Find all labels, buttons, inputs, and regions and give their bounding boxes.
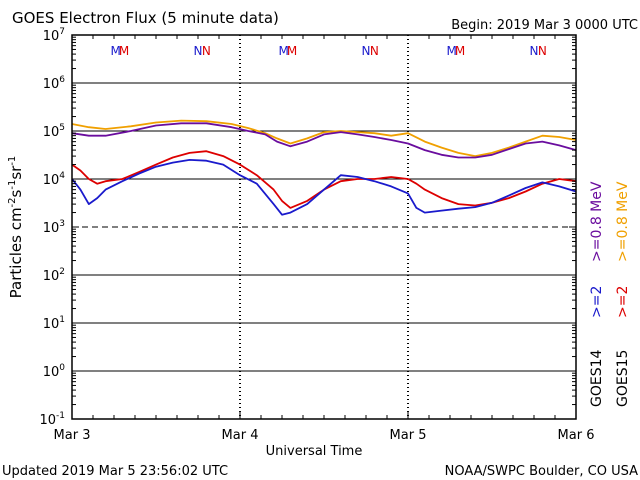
mn-marker: N	[370, 44, 379, 58]
mn-marker: M	[287, 44, 297, 58]
series-line	[71, 122, 577, 159]
series-line	[71, 158, 577, 216]
x-tick-label: Mar 5	[390, 428, 427, 443]
y-tick-label: 106	[43, 75, 66, 92]
grid-lines	[72, 35, 576, 419]
series-group	[71, 119, 577, 216]
legend-goes15-label: GOES15	[615, 350, 631, 407]
y-tick-label: 101	[43, 315, 65, 332]
mn-marker: M	[279, 44, 289, 58]
updated-timestamp: Updated 2019 Mar 5 23:56:02 UTC	[2, 464, 228, 479]
legend: GOES14 >=2 >=0.8 MeV GOES15 >=2 >=0.8 Me…	[589, 181, 631, 407]
y-tick-label: 103	[43, 219, 65, 236]
mn-marker: M	[119, 44, 129, 58]
y-tick-label: 104	[43, 171, 66, 188]
x-axis-ticks: Mar 3 Mar 4 Mar 5 Mar 6	[54, 35, 595, 443]
y-tick-label: 100	[43, 363, 66, 380]
legend-goes15-low: >=0.8 MeV	[615, 181, 631, 262]
y-tick-label: 102	[43, 267, 65, 284]
mn-marker: N	[362, 44, 371, 58]
legend-goes14-label: GOES14	[589, 349, 605, 407]
mn-marker: M	[111, 44, 121, 58]
legend-goes14-high: >=2	[589, 286, 605, 318]
legend-goes14-low: >=0.8 MeV	[589, 181, 605, 262]
x-tick-label: Mar 6	[558, 428, 595, 443]
x-tick-label: Mar 4	[222, 428, 259, 443]
y-axis-ticks: 10-1 100 101 102 103 104 105 106 107	[39, 27, 576, 428]
series-line	[71, 119, 577, 158]
chart-title: GOES Electron Flux (5 minute data)	[12, 9, 279, 27]
y-tick-label: 107	[43, 27, 65, 44]
x-axis-label: Universal Time	[266, 444, 363, 459]
begin-time: Begin: 2019 Mar 3 0000 UTC	[451, 18, 638, 33]
mn-marker: N	[202, 44, 211, 58]
legend-goes15-high: >=2	[615, 286, 631, 318]
mn-marker: M	[455, 44, 465, 58]
y-axis-label: Particles cm-2s-1sr-1	[7, 156, 25, 299]
mn-markers: MM N N MM N N MM N N	[111, 44, 547, 58]
mn-marker: N	[194, 44, 203, 58]
x-tick-label: Mar 3	[54, 428, 91, 443]
y-tick-label: 10-1	[39, 411, 65, 428]
credit-text: NOAA/SWPC Boulder, CO USA	[445, 464, 638, 479]
series-line	[71, 150, 577, 209]
mn-marker: N	[530, 44, 539, 58]
mn-marker: M	[447, 44, 457, 58]
y-tick-label: 105	[43, 123, 65, 140]
mn-marker: N	[538, 44, 547, 58]
